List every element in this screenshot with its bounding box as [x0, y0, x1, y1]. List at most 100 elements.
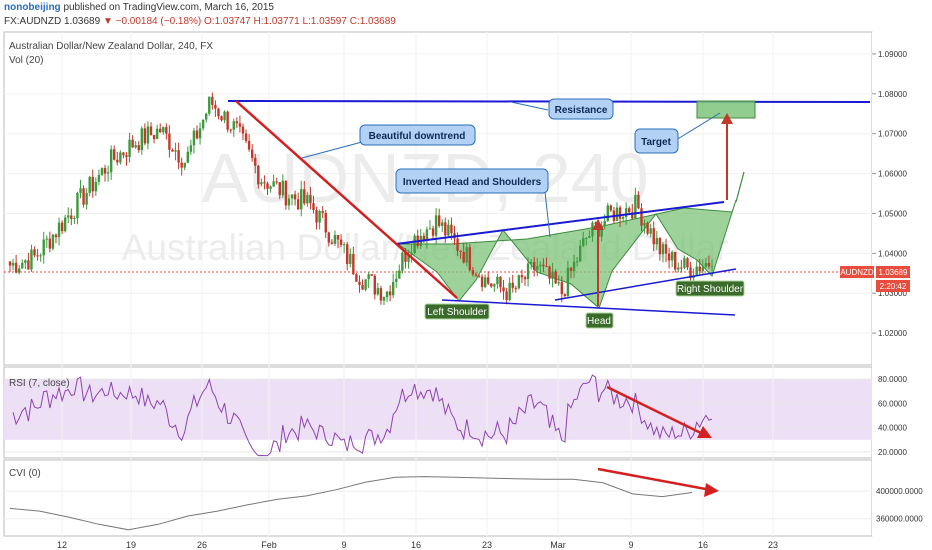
candle-body: [382, 297, 386, 301]
head-tag[interactable]: Head: [585, 312, 614, 329]
candle-body: [578, 245, 582, 262]
candle-body: [410, 252, 413, 255]
publisher-username[interactable]: nonobeijing: [4, 2, 61, 13]
candle-body: [137, 145, 140, 151]
candle-body: [79, 188, 82, 193]
candle-body: [707, 263, 711, 267]
candle-body: [355, 274, 358, 282]
target-callout[interactable]: Target: [634, 112, 721, 154]
candle-body: [272, 181, 275, 187]
rsi-divergence-arrow[interactable]: [606, 385, 706, 437]
left-shoulder-tag[interactable]: Left Shoulder: [424, 303, 490, 320]
candle-body: [201, 119, 205, 129]
candle-body: [303, 189, 306, 204]
resistance-line[interactable]: [227, 100, 871, 103]
candle-body: [628, 208, 631, 213]
rsi-tick-label: 60.0000: [878, 399, 907, 408]
candle-body: [82, 188, 85, 205]
candle-body: [140, 128, 144, 151]
candle-body: [281, 180, 285, 196]
target-arrowhead: [721, 113, 733, 124]
candle-body: [649, 228, 652, 234]
cvi-divergence-arrow[interactable]: [597, 467, 712, 492]
volume-title: Vol (20): [9, 55, 43, 66]
time-tick-label: 16: [411, 540, 421, 550]
candle-body: [588, 236, 591, 239]
candle-body: [615, 207, 619, 222]
candle-body: [391, 281, 395, 296]
cvi-tick-label: 400000.0000: [876, 487, 923, 496]
candle-body: [444, 222, 447, 236]
candle-body: [606, 205, 609, 221]
candle-body: [42, 239, 45, 256]
candle-body: [211, 96, 214, 105]
resistance-callout[interactable]: Resistance: [510, 98, 614, 120]
candle-body: [309, 194, 312, 204]
candle-body: [646, 222, 649, 234]
candle-body: [312, 203, 315, 210]
price-tick-label: 1.08000: [878, 90, 907, 99]
downtrend-line[interactable]: [235, 100, 458, 299]
candle-body: [385, 291, 389, 298]
trading-chart[interactable]: AUDNZD, 240 Australian Dollar/New Zealan…: [0, 30, 932, 550]
candle-body: [103, 168, 107, 174]
candle-body: [468, 247, 472, 271]
current-symbol-label: AUDNZD: [840, 268, 874, 277]
candle-body: [241, 126, 245, 134]
candle-body: [260, 182, 263, 185]
candle-body: [487, 277, 490, 284]
candle-body: [634, 194, 637, 219]
candle-body: [177, 150, 180, 163]
candle-body: [63, 217, 67, 232]
ohlc-values: O:1.03747 H:1.03771 L:1.03597 C:1.03689: [204, 16, 396, 27]
time-tick-label: 16: [698, 540, 708, 550]
candle-body: [477, 275, 481, 277]
candle-body: [315, 209, 318, 223]
axis-labels: 1.09000 1.08000 1.07000 1.06000 1.05000 1.040…: [57, 50, 923, 550]
right-shoulder-tag[interactable]: Right Shoulder: [675, 280, 745, 297]
candle-body: [73, 218, 76, 220]
candle-body: [490, 283, 493, 287]
candle-body: [413, 235, 416, 253]
candle-body: [336, 235, 340, 240]
candle-body: [183, 162, 186, 168]
rsi-divergence-arrowhead: [697, 426, 712, 438]
downtrend-callout[interactable]: Beautiful downtrend: [301, 124, 476, 159]
candle-body: [582, 238, 585, 246]
lower-right-line[interactable]: [554, 268, 737, 301]
candle-body: [674, 251, 677, 270]
candle-body: [621, 217, 625, 219]
candle-body: [447, 224, 450, 236]
candle-body: [195, 130, 199, 139]
candle-body: [333, 235, 337, 244]
time-tick-label: Feb: [261, 540, 277, 550]
candle-body: [192, 130, 196, 146]
resistance-label: Resistance: [555, 105, 608, 116]
candle-body: [358, 281, 361, 286]
candle-body: [643, 222, 646, 226]
candle-body: [278, 182, 281, 196]
lower-support-line[interactable]: [441, 299, 736, 316]
candle-body: [499, 276, 502, 288]
published-text: published on TradingView.com, March 16, …: [63, 2, 274, 13]
candle-body: [70, 215, 73, 219]
candle-body: [575, 261, 579, 263]
pattern-callout[interactable]: Inverted Head and Shoulders: [395, 168, 551, 238]
price-tick-label: 1.04000: [878, 249, 907, 258]
candle-body: [603, 220, 606, 227]
candle-body: [560, 282, 563, 295]
candle-body: [155, 128, 159, 140]
candle-body: [376, 288, 380, 295]
candle-body: [149, 126, 153, 135]
candle-body: [11, 262, 15, 266]
candle-body: [33, 249, 36, 256]
cvi-pane[interactable]: [3, 459, 873, 537]
candle-body: [698, 266, 701, 272]
candle-body: [76, 192, 79, 219]
candle-body: [180, 162, 183, 168]
neckline[interactable]: [395, 201, 725, 245]
rsi-tick-label: 80.0000: [878, 375, 907, 384]
candle-body: [339, 239, 343, 245]
candle-body: [91, 176, 94, 192]
candle-body: [168, 133, 171, 150]
